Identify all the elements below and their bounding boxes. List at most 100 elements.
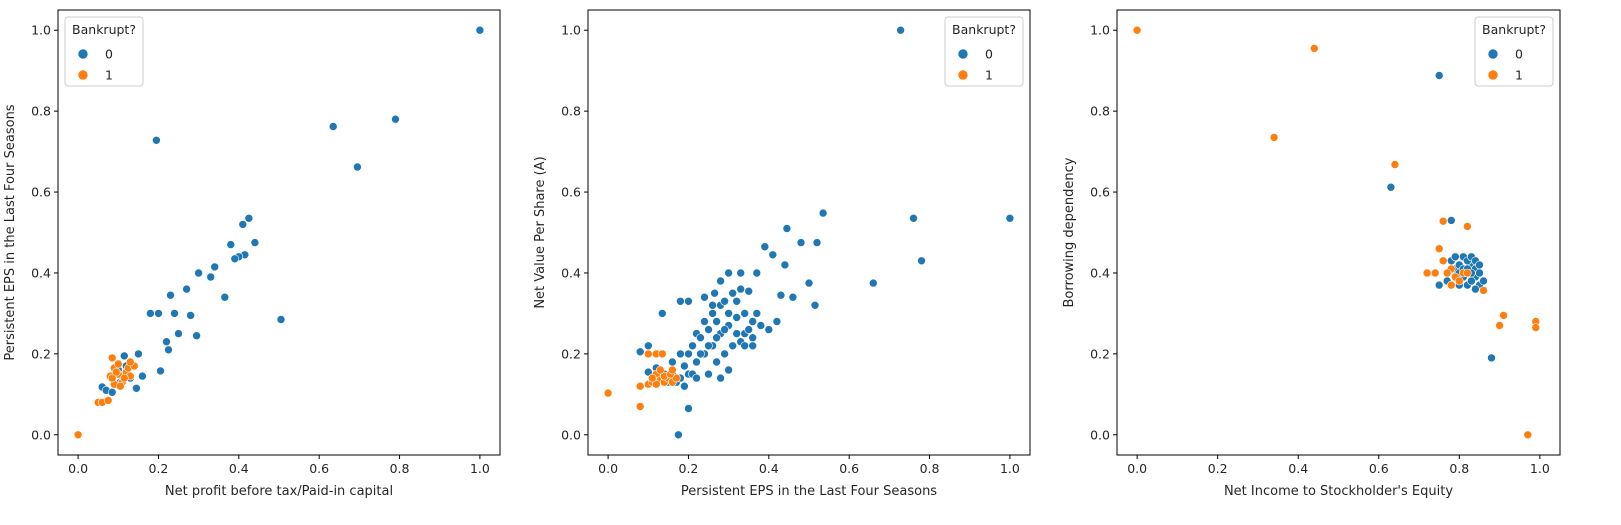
data-point-class-0	[120, 351, 129, 361]
data-point-class-0	[276, 315, 286, 324]
data-point-class-0	[230, 254, 240, 264]
y-tick-label: 0.6	[31, 185, 51, 200]
data-point-class-1	[1479, 286, 1488, 295]
data-point-class-1	[647, 373, 657, 383]
data-point-class-0	[708, 300, 717, 310]
data-point-class-1	[1132, 25, 1142, 35]
data-point-class-0	[812, 238, 822, 247]
data-point-class-1	[1422, 268, 1432, 278]
data-point-class-0	[1005, 214, 1015, 223]
data-point-class-1	[1438, 216, 1448, 226]
data-point-class-0	[684, 349, 693, 359]
legend-label-0: 0	[985, 47, 993, 62]
data-point-class-0	[780, 260, 790, 270]
data-point-class-0	[643, 367, 653, 377]
data-point-class-0	[391, 114, 400, 124]
data-point-class-0	[740, 341, 750, 351]
x-tick-label: 0.4	[229, 461, 249, 476]
data-point-class-0	[328, 122, 338, 131]
x-tick-label: 0.6	[1369, 461, 1389, 476]
legend-box	[64, 16, 144, 87]
y-tick-label: 0.4	[561, 265, 581, 280]
data-point-class-1	[1463, 268, 1472, 278]
data-point-class-1	[1447, 280, 1456, 290]
data-point-class-1	[635, 402, 645, 411]
data-point-class-0	[748, 341, 758, 351]
x-tick-label: 0.4	[759, 461, 779, 476]
data-point-class-1	[120, 373, 129, 383]
legend-title: Bankrupt?	[952, 22, 1016, 37]
data-point-class-0	[353, 162, 362, 172]
data-point-class-0	[696, 333, 705, 343]
data-point-class-0	[162, 337, 171, 347]
y-tick-label: 0.0	[31, 427, 51, 442]
data-point-class-0	[732, 329, 742, 338]
legend-marker-0	[957, 48, 969, 60]
data-point-class-0	[752, 268, 762, 278]
data-point-class-0	[720, 325, 729, 334]
y-tick-label: 0.6	[1090, 185, 1110, 200]
data-point-class-0	[756, 321, 766, 330]
axes-frame	[57, 9, 501, 456]
data-point-class-0	[909, 214, 918, 223]
data-point-class-1	[126, 357, 135, 367]
data-point-class-1	[114, 359, 123, 369]
data-point-class-0	[772, 317, 782, 326]
data-point-class-0	[810, 300, 820, 310]
x-tick-label: 0.6	[309, 461, 329, 476]
y-tick-label: 0.2	[31, 346, 51, 361]
data-point-class-0	[220, 292, 230, 302]
data-point-class-0	[676, 296, 685, 306]
y-axis-label: Persistent EPS in the Last Four Seasons	[3, 104, 18, 360]
data-point-class-0	[788, 292, 798, 302]
data-point-class-0	[226, 240, 236, 249]
data-point-class-0	[712, 317, 721, 326]
data-point-class-1	[651, 379, 661, 389]
data-point-class-0	[1479, 276, 1488, 286]
data-point-class-0	[680, 361, 689, 371]
x-tick-label: 0.6	[839, 461, 859, 476]
y-tick-label: 0.6	[561, 185, 581, 200]
data-point-class-1	[672, 373, 681, 383]
data-point-class-0	[796, 238, 806, 247]
data-point-class-0	[182, 284, 191, 294]
data-point-class-0	[688, 341, 697, 351]
data-point-class-0	[146, 309, 155, 318]
x-tick-label: 0.0	[1127, 461, 1147, 476]
data-point-class-0	[917, 256, 926, 266]
chart-1: 0.0 0.2 0.4 0.6 0.8 1.0 0.0 0.2 0.4 0.6 0.8 1.0 Net …	[3, 9, 501, 499]
data-point-class-0	[732, 296, 742, 306]
y-tick-label: 1.0	[561, 23, 581, 38]
y-axis-label: Net Value Per Share (A)	[533, 156, 548, 308]
y-axis-label: Borrowing dependency	[1062, 157, 1077, 307]
data-point-class-0	[716, 373, 725, 383]
legend-label-1: 1	[985, 68, 993, 83]
data-point-class-0	[744, 325, 754, 334]
legend-marker-1	[1487, 69, 1499, 81]
data-point-class-0	[1434, 71, 1444, 80]
data-point-class-0	[712, 333, 721, 343]
data-point-class-0	[156, 366, 165, 376]
x-tick-label: 0.0	[68, 461, 88, 476]
data-point-class-0	[744, 286, 754, 296]
legend-title: Bankrupt?	[1482, 22, 1546, 37]
data-point-class-1	[116, 381, 125, 391]
data-point-class-1	[112, 367, 121, 377]
data-point-class-1	[635, 381, 645, 391]
legend-label-0: 0	[1515, 47, 1523, 62]
data-point-class-1	[1499, 311, 1508, 320]
x-tick-label: 0.4	[1288, 461, 1308, 476]
data-point-class-0	[804, 278, 814, 288]
data-point-class-0	[643, 341, 653, 351]
data-point-class-0	[1475, 268, 1484, 278]
data-point-class-0	[668, 357, 677, 367]
data-point-class-0	[132, 383, 141, 393]
legend-marker-1	[957, 69, 969, 81]
data-point-class-0	[720, 296, 729, 306]
data-point-class-0	[692, 373, 701, 383]
legend-label-1: 1	[105, 68, 113, 83]
data-point-class-0	[748, 317, 758, 326]
data-point-class-0	[732, 313, 742, 322]
data-point-class-0	[210, 262, 219, 272]
